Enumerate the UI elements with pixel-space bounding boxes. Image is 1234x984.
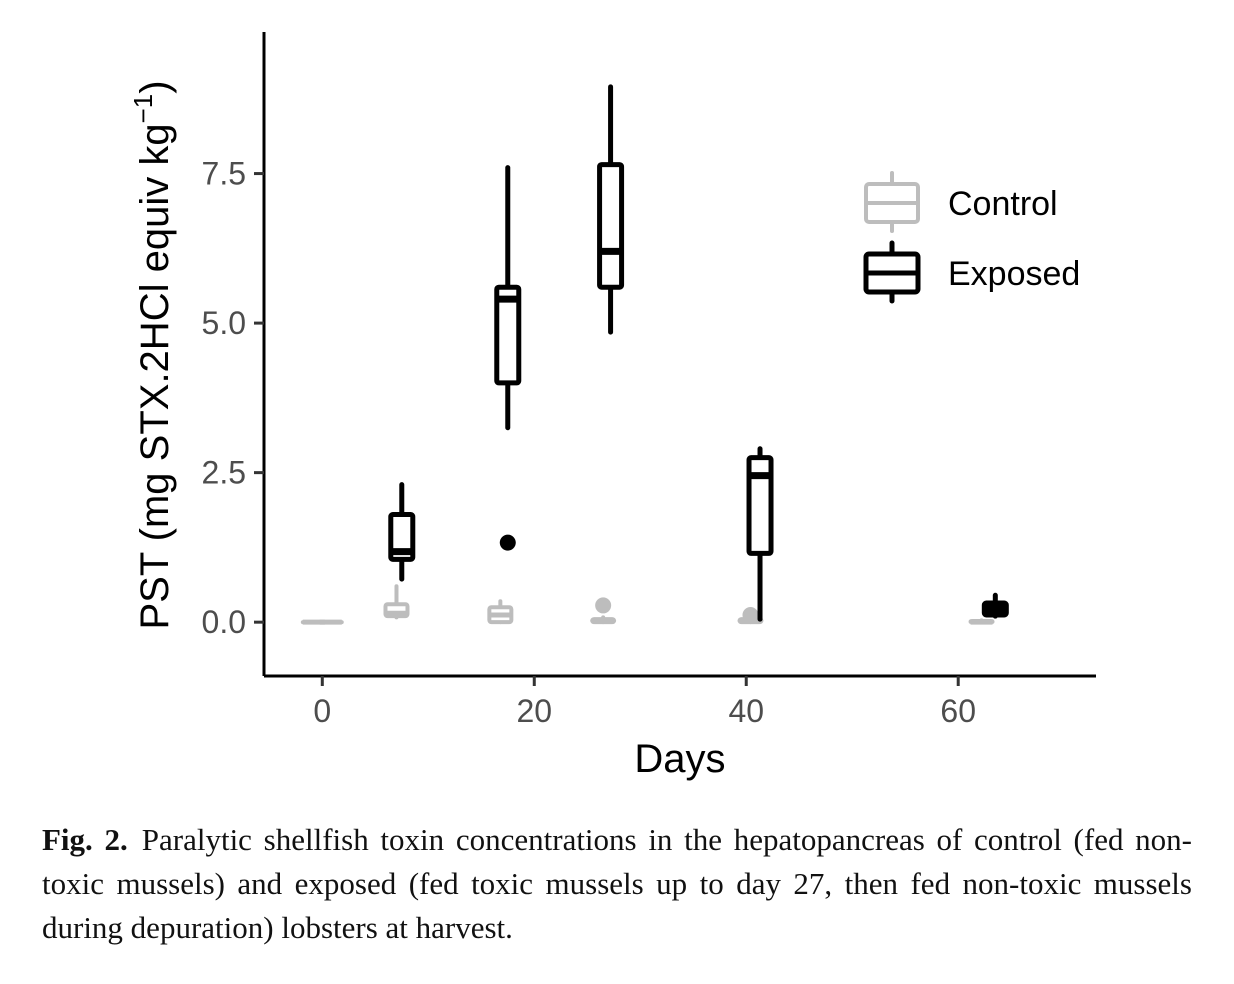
- y-tick-label: 7.5: [202, 156, 246, 192]
- control-box: [968, 618, 995, 625]
- axes: [262, 32, 1096, 678]
- exposed-box: [746, 446, 774, 622]
- exposed-box: [388, 482, 416, 582]
- figure-caption: Fig. 2. Paralytic shellfish toxin concent…: [42, 818, 1192, 950]
- control-box: [487, 599, 514, 625]
- box-iqr: [597, 162, 625, 290]
- control-box: [383, 584, 410, 620]
- outlier-point: [499, 534, 516, 551]
- outlier-point: [595, 597, 612, 614]
- y-tick-label: 2.5: [202, 455, 246, 491]
- exposed-box: [981, 592, 1009, 619]
- axis-ticks: 0.0 2.5 5.0 7.5 0 20 40 60: [202, 156, 976, 729]
- legend: Control Exposed: [863, 171, 1080, 304]
- legend-label: Exposed: [948, 255, 1080, 293]
- box-iqr: [746, 455, 774, 556]
- caption-label: Fig. 2.: [42, 822, 128, 857]
- y-axis-title-superscript: −1: [128, 94, 158, 124]
- legend-item-control: Control: [864, 171, 1058, 233]
- legend-item-exposed: Exposed: [863, 240, 1080, 304]
- outlier-point: [742, 606, 759, 623]
- x-tick-label: 20: [516, 693, 552, 729]
- x-tick-label: 60: [940, 693, 976, 729]
- y-tick-label: 0.0: [202, 604, 246, 640]
- x-tick-label: 40: [728, 693, 764, 729]
- x-tick-label: 0: [313, 693, 331, 729]
- x-axis-title: Days: [634, 737, 725, 781]
- exposed-box: [597, 84, 625, 335]
- exposed-box: [494, 165, 522, 551]
- y-axis-title-close: ): [133, 80, 177, 93]
- caption-text: Paralytic shellfish toxin concentrations…: [42, 822, 1192, 945]
- box-iqr: [494, 284, 522, 386]
- y-tick-label: 5.0: [202, 305, 246, 341]
- control-box: [590, 597, 617, 625]
- y-axis-title: PST (mg STX.2HCl equiv kg−1): [128, 80, 177, 629]
- box-series: [300, 84, 1009, 625]
- legend-label: Control: [948, 185, 1058, 223]
- y-axis-title-main: PST (mg STX.2HCl equiv kg: [133, 123, 177, 629]
